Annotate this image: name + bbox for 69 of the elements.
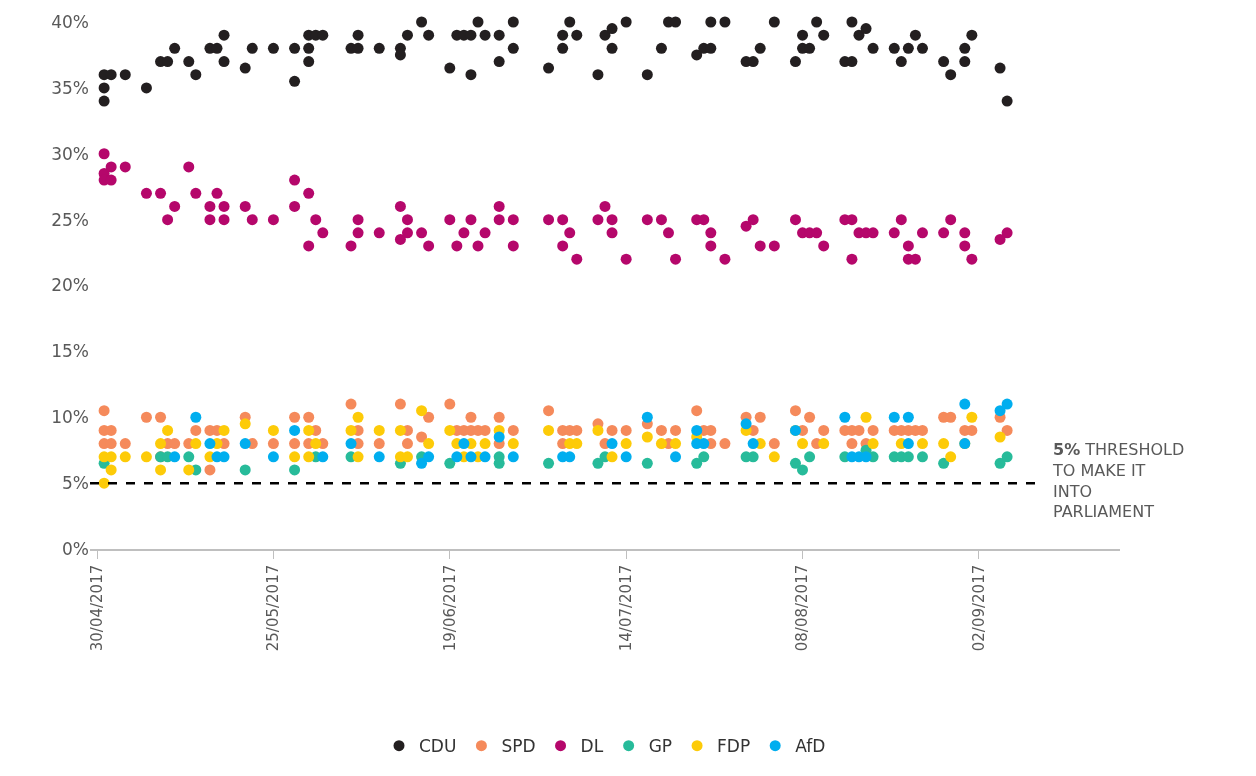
x-tick-label: 02/09/2017 [969,564,988,652]
x-tick-label: 14/07/2017 [617,564,636,652]
point [698,451,710,463]
point [479,451,491,463]
point [691,457,703,469]
point [691,424,703,436]
point [183,451,195,463]
x-tick-label: 08/08/2017 [793,564,812,652]
point [994,405,1006,417]
ref-line-label: 5% THRESHOLD TO MAKE IT INTO PARLIAMENT [1052,440,1185,522]
point [239,438,251,450]
point [416,457,428,469]
point [740,418,752,430]
x-tick-label: 25/05/2017 [264,564,283,652]
point [1001,451,1013,463]
legend-label: AfD [795,736,826,757]
point [804,451,816,463]
point [373,451,385,463]
point [204,438,216,450]
y-tick-label: 5% [62,473,89,494]
point [239,464,251,476]
point [938,457,950,469]
point [169,451,181,463]
point [444,457,456,469]
point [190,411,202,423]
point [543,457,555,469]
point [345,438,357,450]
y-tick-label: 35% [51,77,89,98]
point [1001,398,1013,410]
point [959,398,971,410]
point [507,451,519,463]
y-tick-label: 15% [51,341,89,362]
point [902,438,914,450]
legend-label: FDP [717,736,751,757]
y-tick-label: 40% [51,11,89,32]
point [916,451,928,463]
point [458,438,470,450]
point [620,451,632,463]
point [747,438,759,450]
point [451,451,463,463]
point [902,411,914,423]
point [888,411,900,423]
y-tick-label: 25% [51,209,89,230]
point [493,431,505,443]
y-tick-label: 20% [51,275,89,296]
point [317,451,329,463]
point [592,457,604,469]
y-tick-label: 0% [62,538,89,559]
legend-label: CDU [419,736,457,757]
point [641,411,653,423]
point [839,411,851,423]
x-tick-label: 30/04/2017 [87,564,106,652]
point [797,464,809,476]
point [423,451,435,463]
point [641,457,653,469]
point [606,438,618,450]
legend-label: GP [648,736,673,757]
y-tick-label: 30% [51,143,89,164]
point [994,457,1006,469]
point [289,424,301,436]
legend-label: DL [580,736,604,757]
point [267,451,279,463]
point [670,451,682,463]
point [289,464,301,476]
legend-label: SPD [501,736,536,757]
y-tick-label: 10% [51,407,89,428]
x-tick-label: 19/06/2017 [440,564,459,652]
point [465,451,477,463]
point [789,457,801,469]
